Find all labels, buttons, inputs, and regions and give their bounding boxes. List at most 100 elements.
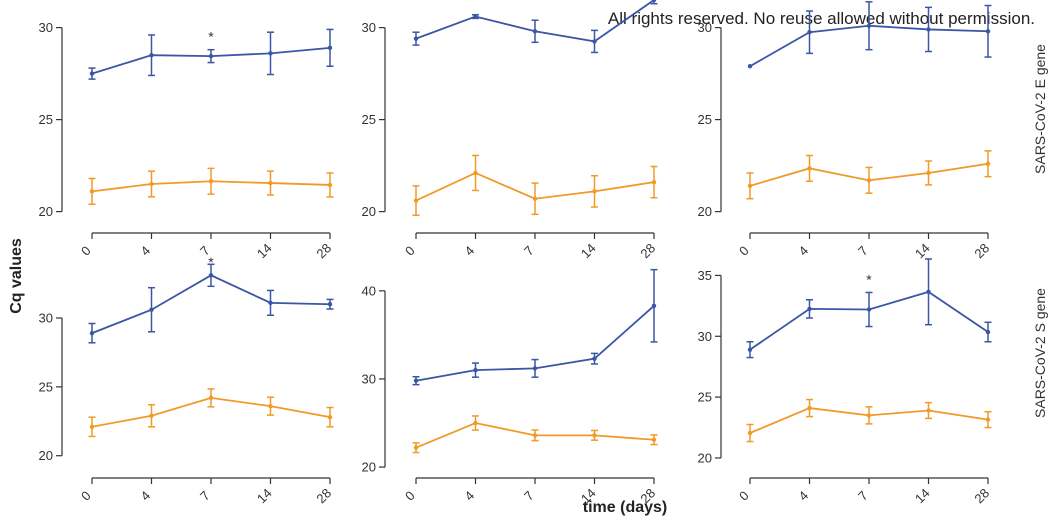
x-tick-label: 0 xyxy=(736,488,752,504)
data-point xyxy=(807,30,812,35)
data-point xyxy=(149,413,154,418)
data-point xyxy=(149,53,154,58)
y-tick-label: 20 xyxy=(698,204,712,219)
copyright-notice: All rights reserved. No reuse allowed wi… xyxy=(608,9,1035,28)
data-point xyxy=(747,183,753,189)
data-point xyxy=(413,198,419,203)
y-tick-label: 20 xyxy=(362,204,376,219)
data-point xyxy=(473,170,478,176)
x-tick-label: 14 xyxy=(254,485,275,506)
x-tick-label: 0 xyxy=(78,488,94,504)
data-point xyxy=(532,29,538,34)
data-point xyxy=(747,430,753,436)
x-tick-label: 28 xyxy=(313,485,334,506)
data-point xyxy=(985,329,991,335)
data-point xyxy=(926,289,931,295)
data-point xyxy=(268,300,273,306)
data-point xyxy=(592,356,597,361)
x-tick-label: 28 xyxy=(637,240,658,261)
y-tick-label: 20 xyxy=(39,204,53,219)
data-point xyxy=(327,414,333,420)
data-point xyxy=(592,189,597,194)
data-point xyxy=(532,196,538,201)
significance-marker: * xyxy=(866,271,872,287)
x-tick-label: 14 xyxy=(254,240,275,261)
data-point xyxy=(866,178,872,183)
y-tick-label: 30 xyxy=(362,20,376,35)
data-point xyxy=(208,273,214,278)
data-point xyxy=(926,27,931,32)
x-tick-label: 4 xyxy=(461,488,477,504)
data-point xyxy=(985,29,991,34)
x-tick-label: 4 xyxy=(137,243,153,259)
y-tick-label: 35 xyxy=(698,268,712,283)
data-point xyxy=(807,405,812,411)
data-point xyxy=(651,437,657,442)
y-tick-label: 20 xyxy=(39,448,53,463)
data-point xyxy=(866,23,872,28)
data-point xyxy=(473,367,478,373)
chart-panel: 20 25 30 35 0 4 7 14 28 * xyxy=(698,258,992,506)
data-point xyxy=(89,330,95,336)
data-point xyxy=(985,161,991,166)
data-point xyxy=(473,420,478,426)
x-tick-label: 28 xyxy=(313,240,334,261)
y-tick-label: 25 xyxy=(39,379,53,394)
x-tick-label: 7 xyxy=(521,243,537,259)
x-tick-label: 0 xyxy=(78,243,94,259)
y-tick-label: 30 xyxy=(39,20,53,35)
data-point xyxy=(866,413,872,418)
data-point xyxy=(592,433,597,438)
x-tick-label: 4 xyxy=(137,488,153,504)
data-point xyxy=(327,45,333,51)
x-tick-label: 28 xyxy=(971,485,992,506)
x-tick-label: 0 xyxy=(736,243,752,259)
x-tick-label: 7 xyxy=(855,243,871,259)
x-tick-label: 0 xyxy=(402,243,418,259)
data-point xyxy=(592,39,597,44)
data-point xyxy=(208,53,214,59)
data-point xyxy=(413,378,419,383)
data-point xyxy=(327,182,333,188)
data-point xyxy=(651,179,657,185)
data-point xyxy=(89,424,95,429)
chart-panel: 20 25 30 0 4 7 14 28 xyxy=(362,0,658,261)
y-tick-label: 30 xyxy=(39,310,53,325)
data-point xyxy=(149,181,154,187)
x-tick-label: 28 xyxy=(971,240,992,261)
significance-marker: * xyxy=(208,29,214,45)
x-tick-label: 14 xyxy=(912,485,933,506)
y-tick-label: 30 xyxy=(362,371,376,386)
x-tick-label: 7 xyxy=(855,488,871,504)
data-point xyxy=(268,51,273,56)
data-point xyxy=(532,366,538,371)
x-tick-label: 4 xyxy=(461,243,477,259)
x-tick-label: 4 xyxy=(795,488,811,504)
data-point xyxy=(747,347,753,352)
y-tick-label: 25 xyxy=(362,112,376,127)
y-tick-label: 25 xyxy=(698,390,712,405)
x-tick-label: 14 xyxy=(912,240,933,261)
x-tick-label: 14 xyxy=(578,240,599,261)
data-point xyxy=(413,36,419,41)
data-point xyxy=(268,180,273,186)
data-point xyxy=(651,0,657,3)
x-tick-label: 0 xyxy=(402,488,418,504)
row-label-s-gene: SARS-CoV-2 S gene xyxy=(1032,288,1048,418)
data-point xyxy=(532,433,538,438)
data-point xyxy=(268,403,273,409)
y-tick-label: 25 xyxy=(39,112,53,127)
row-label-e-gene: SARS-CoV-2 E gene xyxy=(1032,44,1048,174)
data-point xyxy=(149,307,154,312)
y-tick-label: 20 xyxy=(362,460,376,475)
data-point xyxy=(208,179,214,184)
data-point xyxy=(327,302,333,307)
significance-marker: * xyxy=(208,254,214,270)
data-point xyxy=(208,395,214,401)
y-tick-label: 20 xyxy=(698,450,712,465)
data-point xyxy=(89,189,95,194)
data-point xyxy=(926,408,931,413)
y-tick-label: 40 xyxy=(362,283,376,298)
